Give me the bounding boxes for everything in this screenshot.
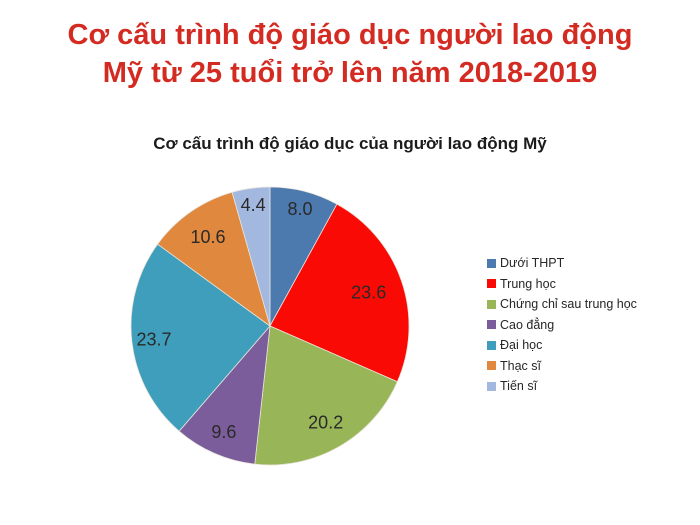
chart-title: Cơ cấu trình độ giáo dục của người lao đ… <box>153 134 547 153</box>
legend-swatch-icon <box>487 340 496 350</box>
legend-label: Cao đẳng <box>500 317 555 332</box>
legend-swatch-icon <box>487 299 496 309</box>
legend-label: Dưới THPT <box>500 256 565 271</box>
pie-slice-label-6: 4.4 <box>241 195 266 215</box>
legend-item-4: Đại học <box>487 335 637 356</box>
legend-item-1: Trung học <box>487 274 637 295</box>
legend-swatch-icon <box>487 279 496 289</box>
pie-slice-label-5: 10.6 <box>190 227 225 247</box>
legend-item-6: Tiến sĩ <box>487 376 637 397</box>
legend-swatch-icon <box>487 381 496 391</box>
legend: Dưới THPT Trung học Chứng chỉ sau trung họ… <box>487 253 637 397</box>
main-title-line2: Mỹ từ 25 tuổi trở lên năm 2018-2019 <box>102 57 598 89</box>
legend-swatch-icon <box>487 361 496 371</box>
pie-slice-label-4: 23.7 <box>136 329 171 349</box>
pie-slice-label-0: 8.0 <box>287 199 312 219</box>
pie-slice-3 <box>178 324 271 465</box>
main-title-line1: Cơ cấu trình độ giáo dục người lao động <box>67 19 633 51</box>
pie-slice-label-1: 23.6 <box>351 282 386 302</box>
legend-swatch-icon <box>487 320 496 330</box>
legend-item-3: Cao đẳng <box>487 315 637 336</box>
legend-item-0: Dưới THPT <box>487 253 637 274</box>
legend-label: Tiến sĩ <box>500 379 538 394</box>
legend-item-5: Thạc sĩ <box>487 356 637 377</box>
pie-slice-1 <box>269 203 410 383</box>
main-title: Cơ cấu trình độ giáo dục người lao động … <box>0 16 700 92</box>
legend-label: Đại học <box>500 338 543 353</box>
legend-label: Trung học <box>500 276 556 291</box>
pie-slice-6 <box>231 186 271 327</box>
pie-slice-5 <box>157 191 271 328</box>
pie-slice-label-3: 9.6 <box>211 422 236 442</box>
legend-label: Chứng chỉ sau trung học <box>500 297 637 312</box>
legend-swatch-icon <box>487 258 496 268</box>
legend-label: Thạc sĩ <box>500 358 541 373</box>
pie-slice-2 <box>254 325 398 466</box>
pie-chart: 8.0 23.6 20.2 9.6 23.7 10.6 4.4 <box>130 186 410 466</box>
pie-slice-label-2: 20.2 <box>308 412 343 432</box>
pie-slice-4 <box>130 243 271 432</box>
legend-item-2: Chứng chỉ sau trung học <box>487 294 637 315</box>
